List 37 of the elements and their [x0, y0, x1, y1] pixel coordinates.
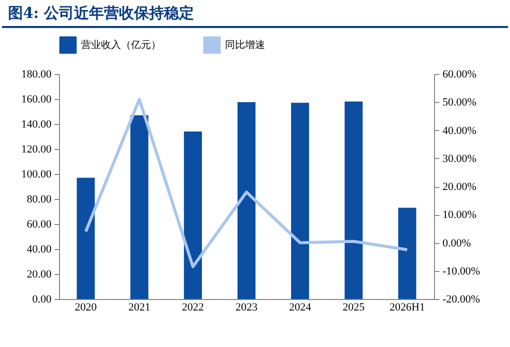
y-tick-label: 40.00: [26, 244, 52, 256]
y-tick-label: 20.00: [26, 268, 52, 280]
bar: [238, 102, 256, 299]
x-tick-label: 2025: [342, 302, 366, 314]
y2-tick-label: 40.00%: [442, 124, 476, 137]
y-tick-label: 100.00: [21, 168, 52, 180]
y-tick-label: 60.00: [26, 218, 52, 230]
x-tick-label: 2022: [182, 302, 204, 314]
y-tick-label: 0.00: [32, 294, 52, 306]
bar: [76, 178, 95, 299]
bar: [344, 102, 363, 299]
bar: [291, 102, 310, 299]
y2-tick-label: -10.00%: [442, 265, 480, 278]
y-tick-label: 120.00: [21, 144, 52, 156]
x-tick-label: 2026H1: [389, 302, 425, 314]
legend-label: 营业收入（亿元）: [81, 39, 161, 52]
x-tick-label: 2023: [236, 302, 258, 314]
y-tick-label: 180.00: [21, 68, 52, 80]
y-tick-label: 160.00: [21, 94, 52, 106]
y-tick-label: 80.00: [26, 194, 52, 206]
chart-title: 图4: 公司近年营收保持稳定: [2, 0, 508, 28]
bar: [184, 132, 202, 299]
legend-label: 同比增速: [225, 39, 265, 52]
y2-tick-label: 20.00%: [442, 181, 476, 193]
y-tick-label: 140.00: [21, 118, 52, 130]
y2-tick-label: 0.00%: [442, 237, 471, 250]
y2-tick-label: -20.00%: [442, 294, 480, 306]
y2-tick-label: 60.00%: [442, 68, 476, 80]
line-series: [84, 98, 409, 268]
bar: [130, 115, 148, 299]
y2-tick-label: 10.00%: [442, 209, 476, 222]
x-tick-label: 2021: [128, 302, 150, 314]
y2-tick-label: 30.00%: [442, 152, 476, 165]
bar: [398, 208, 416, 299]
x-tick-label: 2024: [289, 302, 312, 314]
x-tick-label: 2020: [74, 302, 98, 314]
y2-tick-label: 50.00%: [442, 96, 476, 109]
